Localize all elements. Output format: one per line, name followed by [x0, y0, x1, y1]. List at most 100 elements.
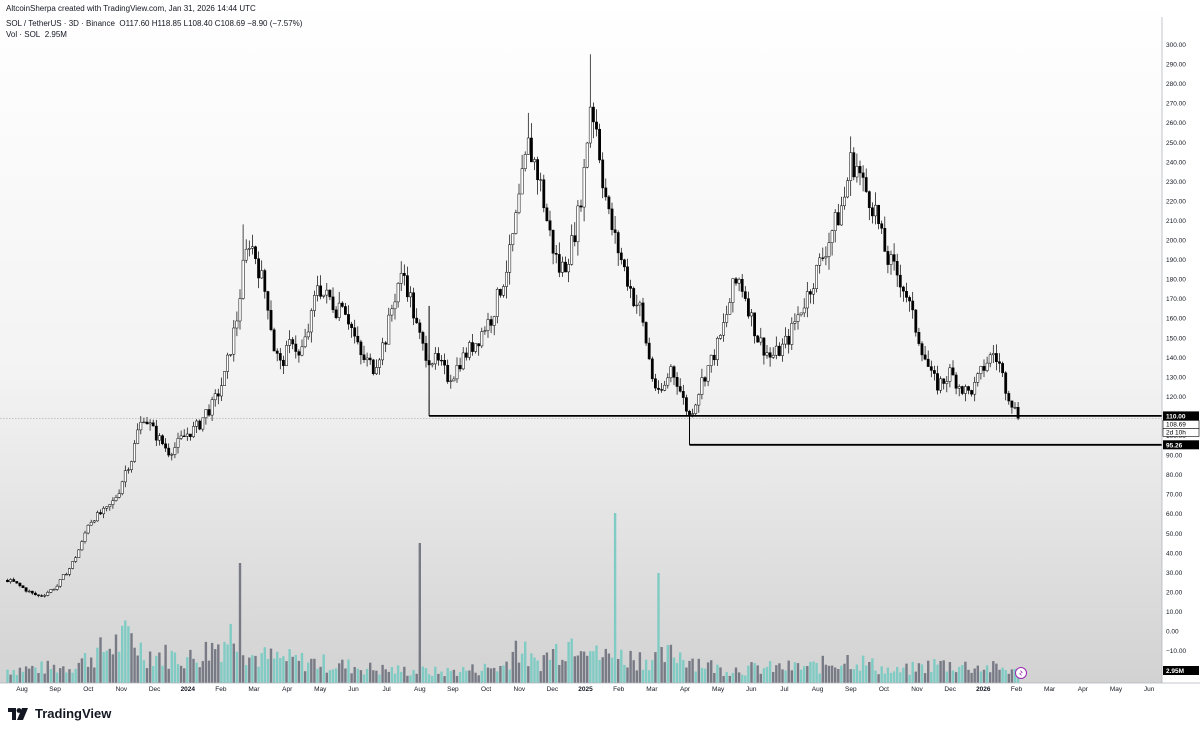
volume-bar: [691, 658, 694, 683]
candle-down: [182, 435, 186, 437]
candle-down: [551, 229, 555, 254]
candle-up: [784, 335, 788, 345]
price-chart[interactable]: 300.00 290.00 280.00 270.00 260.00 250.00 240.…: [0, 0, 1200, 700]
volume-bar: [632, 660, 635, 683]
price-tick-label: 70.00: [1166, 492, 1183, 499]
volume-bar: [365, 668, 369, 683]
volume-bar: [778, 663, 781, 683]
volume-bar: [480, 670, 483, 683]
candle-up: [61, 574, 65, 580]
volume-bar: [570, 638, 573, 683]
volume-bar: [124, 620, 127, 683]
volume-bar: [846, 655, 849, 683]
candle-down: [331, 296, 335, 311]
price-tag-box: [1163, 411, 1199, 421]
candle-down: [548, 220, 552, 231]
volume-bar: [992, 661, 995, 683]
candle-up: [818, 257, 822, 266]
candle-down: [712, 354, 716, 361]
volume-bar: [31, 665, 34, 683]
candle-up: [805, 291, 809, 309]
price-tick-label: 190.00: [1166, 257, 1186, 264]
volume-bar: [694, 671, 697, 683]
volume-bar: [462, 667, 465, 683]
candle-down: [675, 377, 679, 387]
price-tick-label: 250.00: [1166, 140, 1186, 147]
volume-bar: [245, 665, 248, 683]
tradingview-logo[interactable]: TradingView: [8, 706, 111, 721]
candle-up: [461, 352, 465, 370]
candle-down: [564, 261, 567, 273]
candle-down: [762, 337, 766, 356]
volume-bar: [849, 669, 852, 683]
candle-up: [502, 286, 505, 296]
volume-bar: [102, 652, 105, 683]
candle-up: [455, 365, 459, 380]
price-tick-label: 80.00: [1166, 472, 1183, 479]
candle-up: [737, 279, 741, 284]
volume-bar: [961, 665, 964, 683]
volume-bar: [1001, 667, 1004, 683]
candle-up: [1013, 407, 1017, 409]
candle-down: [678, 386, 682, 392]
volume-bar: [868, 662, 871, 683]
volume-bar: [452, 669, 456, 683]
candle-down: [471, 342, 474, 352]
volume-bar: [914, 671, 917, 683]
candle-down: [933, 370, 936, 374]
candle-down: [954, 374, 958, 389]
volume-bar: [291, 656, 294, 683]
price-tick-label: 230.00: [1166, 179, 1186, 186]
volume-bar: [266, 658, 270, 683]
candle-down: [164, 443, 167, 449]
price-tick-label: 0.00: [1166, 629, 1179, 636]
volume-bar: [465, 670, 468, 683]
high-value: 118.85: [157, 19, 182, 28]
candle-down: [344, 306, 347, 315]
volume-bar: [660, 647, 663, 683]
volume-bar: [985, 665, 989, 683]
volume-bar: [189, 649, 192, 683]
candle-down: [836, 212, 840, 226]
candle-up: [759, 337, 763, 343]
candle-down: [942, 378, 946, 384]
volume-bar: [1004, 670, 1007, 683]
candle-up: [802, 307, 806, 314]
volume-bar: [158, 652, 161, 683]
candle-up: [195, 420, 198, 427]
candle-up: [375, 367, 378, 375]
time-axis[interactable]: Aug Sep Oct Nov Dec 2024 Feb Mar Apr May Jun Jul Aug…: [0, 682, 1200, 700]
volume-bar: [710, 660, 713, 683]
candle-down: [898, 274, 902, 288]
volume-bar: [598, 660, 601, 683]
time-tick-label: Apr: [282, 686, 293, 693]
candle-down: [821, 257, 825, 259]
candle-down: [613, 229, 617, 233]
candle-down: [263, 270, 267, 292]
volume-bar: [74, 668, 77, 683]
candle-down: [871, 207, 874, 217]
volume-bar: [80, 658, 84, 683]
candle-down: [464, 352, 468, 358]
candle-down: [629, 286, 633, 289]
candle-up: [303, 336, 307, 347]
volume-bar: [142, 660, 146, 683]
volume-bar: [176, 664, 180, 683]
volume-bar: [207, 660, 211, 683]
candle-down: [15, 581, 19, 584]
candle-up: [251, 246, 254, 249]
price-axis[interactable]: 300.00 290.00 280.00 270.00 260.00 250.00 240.…: [1161, 0, 1200, 683]
volume-bar: [201, 661, 204, 683]
replay-icon[interactable]: [1015, 667, 1027, 679]
volume-bar: [604, 648, 607, 683]
volume-bar: [403, 666, 406, 683]
volume-bar: [595, 645, 598, 683]
candle-down: [530, 137, 533, 163]
candle-down: [920, 343, 924, 356]
candle-down: [1010, 400, 1014, 408]
candle-up: [86, 524, 90, 534]
volume-bar: [251, 655, 254, 683]
volume-bar: [815, 663, 818, 683]
volume-bar: [970, 672, 973, 683]
candle-down: [970, 390, 974, 395]
